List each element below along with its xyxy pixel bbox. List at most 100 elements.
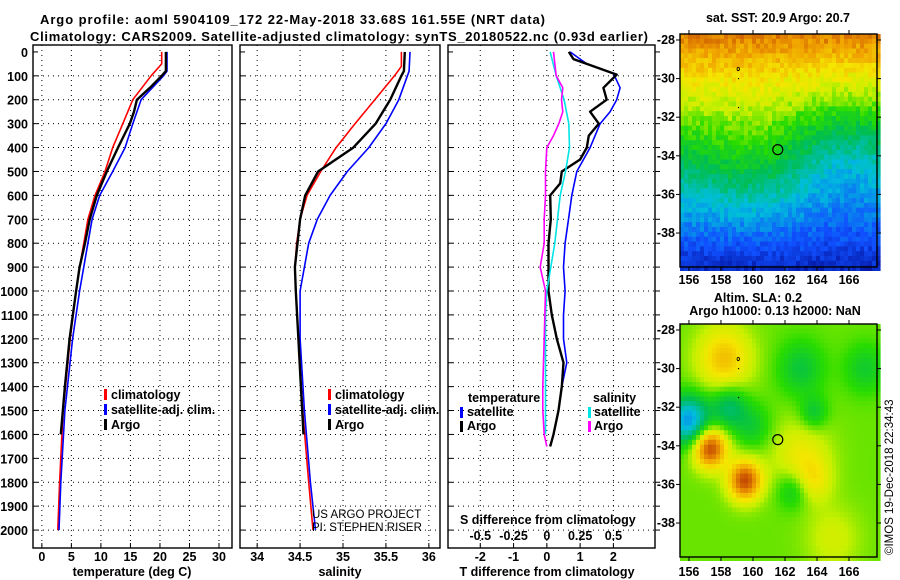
map-cell <box>696 72 701 78</box>
map-cell <box>784 106 789 112</box>
map-cell <box>700 425 705 431</box>
map-cell <box>804 130 809 136</box>
map-cell <box>800 236 805 243</box>
map-cell <box>784 101 789 107</box>
map-cell <box>848 546 853 552</box>
map-cell <box>700 468 705 475</box>
map-cell <box>856 454 861 460</box>
map-cell <box>696 63 701 69</box>
map-cell <box>840 164 845 170</box>
map-cell <box>796 63 801 69</box>
map-cell <box>724 154 729 161</box>
map-cell <box>828 357 833 364</box>
map-cell <box>764 550 769 557</box>
map-cell <box>752 120 757 127</box>
map-cell <box>788 444 793 451</box>
map-cell <box>732 106 737 112</box>
map-cell <box>700 507 705 513</box>
map-cell <box>700 154 705 161</box>
map-cell <box>852 425 857 431</box>
map-cell <box>740 212 745 218</box>
map-cell <box>800 198 805 204</box>
map-cell <box>844 410 849 417</box>
legend-label: Argo <box>111 418 141 432</box>
map-cell <box>852 415 857 422</box>
map-cell <box>840 464 845 470</box>
map-cell <box>868 91 873 98</box>
map-cell <box>756 53 761 59</box>
map-cell <box>756 526 761 533</box>
map-cell <box>736 169 741 175</box>
map-cell <box>860 406 865 412</box>
map-cell <box>760 338 765 344</box>
map-cell <box>876 164 881 170</box>
map-cell <box>704 343 709 349</box>
map-cell <box>708 550 713 557</box>
map-cell <box>848 231 853 238</box>
map-cell <box>684 96 689 103</box>
map-cell <box>688 435 693 441</box>
map-cell <box>848 536 853 542</box>
map-cell <box>684 507 689 513</box>
map-cell <box>788 435 793 441</box>
map-cell <box>784 396 789 402</box>
map-cell <box>872 72 877 78</box>
map-cell <box>740 217 745 223</box>
map-cell <box>860 227 865 233</box>
map-cell <box>768 410 773 417</box>
map-cell <box>820 541 825 547</box>
map-cell <box>704 67 709 74</box>
map-cell <box>760 63 765 69</box>
map-cell <box>720 135 725 141</box>
map-cell <box>708 512 713 518</box>
map-cell <box>764 546 769 552</box>
map-cell <box>720 541 725 547</box>
map-cell <box>744 159 749 165</box>
map-cell <box>820 82 825 88</box>
map-cell <box>768 333 773 340</box>
map-cell <box>836 464 841 470</box>
map-cell <box>740 43 745 50</box>
map-cell <box>684 391 689 397</box>
map-cell <box>844 386 849 393</box>
map-cell <box>748 183 753 189</box>
map-cell <box>832 372 837 378</box>
map-cell <box>836 517 841 523</box>
map-cell <box>848 333 853 340</box>
map-cell <box>784 410 789 417</box>
map-cell <box>704 386 709 393</box>
map-cell <box>760 517 765 523</box>
map-cell <box>816 67 821 74</box>
map-cell <box>792 96 797 103</box>
x-tick-label: 1 <box>577 550 584 564</box>
map-cell <box>744 111 749 117</box>
map-cell <box>696 222 701 228</box>
map-cell <box>716 183 721 189</box>
map-cell <box>776 324 781 330</box>
map-cell <box>780 497 785 504</box>
map-cell <box>764 202 769 209</box>
map-cell <box>872 174 877 180</box>
map-cell <box>732 149 737 156</box>
map-cell <box>736 34 741 40</box>
map-cell <box>868 140 873 146</box>
depth-tick-label: 1500 <box>0 405 28 419</box>
map-cell <box>680 188 685 194</box>
map-cell <box>876 101 881 107</box>
map-cell <box>732 386 737 393</box>
map-cell <box>824 193 829 199</box>
map-cell <box>772 348 777 354</box>
map-cell <box>760 116 765 122</box>
map-cell <box>784 488 789 494</box>
map-cell <box>748 231 753 238</box>
map-cell <box>856 502 861 508</box>
map-cell <box>792 507 797 513</box>
map-cell <box>876 178 881 185</box>
map-cell <box>732 492 737 499</box>
map-cell <box>836 87 841 93</box>
map-cell <box>848 386 853 393</box>
map-cell <box>772 202 777 209</box>
map-cell <box>772 193 777 199</box>
map-cell <box>760 502 765 508</box>
map-cell <box>768 67 773 74</box>
